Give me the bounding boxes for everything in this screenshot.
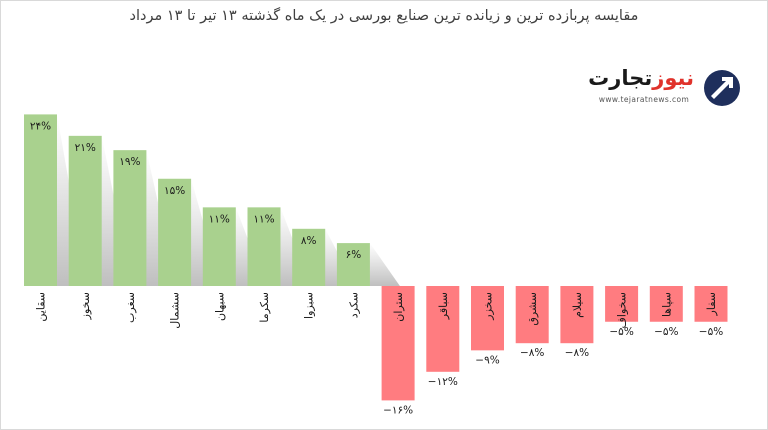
bar-negative bbox=[605, 286, 639, 322]
bar-value-label: −۵% bbox=[654, 326, 678, 338]
bar-positive bbox=[24, 114, 57, 287]
bar-value-label: ۱۹% bbox=[119, 156, 140, 168]
logo-word-part2: نیوز bbox=[652, 66, 694, 90]
bar-value-label: −۸% bbox=[565, 347, 589, 359]
category-label: سخزر bbox=[482, 292, 495, 321]
tejaratnews-logo: نیوزتجارت www.tejaratnews.com bbox=[588, 66, 748, 112]
bar-negative bbox=[694, 286, 728, 322]
bar-positive bbox=[336, 243, 370, 286]
chart-title: مقایسه پربازده ترین و زیانده ترین صنایع … bbox=[129, 8, 639, 24]
bar-value-label: ۲۴% bbox=[30, 120, 51, 132]
bar-value-label: −۸% bbox=[520, 347, 544, 359]
bar-negative bbox=[381, 286, 415, 401]
logo-word-part1: تجارت bbox=[588, 66, 653, 90]
category-label: سفار bbox=[705, 292, 718, 316]
category-label: سخوز bbox=[79, 292, 92, 320]
category-label: سیلام bbox=[571, 292, 584, 318]
bar-value-label: −۱۲% bbox=[428, 376, 458, 388]
bar-value-label: ۸% bbox=[301, 235, 317, 247]
bar-positive bbox=[68, 135, 102, 286]
bar-negative bbox=[649, 286, 683, 322]
category-label: سپاها bbox=[660, 292, 673, 317]
category-label: سکرما bbox=[258, 292, 271, 323]
logo-wordmark: نیوزتجارت bbox=[588, 66, 694, 90]
category-label: سباقر bbox=[437, 292, 450, 320]
bar-positive bbox=[202, 207, 236, 286]
bar-negative bbox=[471, 286, 504, 351]
bar-value-label: −۵% bbox=[699, 326, 723, 338]
bar-negative bbox=[426, 286, 460, 372]
category-label: سشمال bbox=[169, 292, 182, 329]
category-label: سقاین bbox=[35, 292, 48, 322]
bar-positive bbox=[113, 150, 147, 286]
category-label: سبهان bbox=[213, 292, 226, 321]
category-label: سکرد bbox=[347, 292, 360, 318]
category-label: ستران bbox=[392, 292, 405, 322]
category-label: سبزوا bbox=[303, 292, 316, 319]
bar-value-label: ۱۱% bbox=[209, 213, 230, 225]
logo-url: www.tejaratnews.com bbox=[598, 95, 690, 104]
bar-value-label: −۹% bbox=[475, 354, 499, 366]
bar-positive bbox=[292, 228, 326, 286]
bar-value-label: ۲۱% bbox=[75, 142, 96, 154]
bar-negative bbox=[560, 286, 594, 344]
tejaratnews-arrow-icon bbox=[704, 70, 740, 106]
bar-value-label: ۱۵% bbox=[164, 185, 185, 197]
bar-positive bbox=[158, 178, 192, 286]
bar-value-label: −۵% bbox=[609, 326, 633, 338]
category-label: سخواف bbox=[616, 292, 629, 328]
bar-negative bbox=[515, 286, 549, 344]
bar-value-label: −۱۶% bbox=[383, 404, 413, 416]
category-label: سشرق bbox=[526, 292, 539, 326]
bar-positive bbox=[247, 207, 281, 286]
bar-value-label: ۱۱% bbox=[253, 213, 274, 225]
category-label: سغرب bbox=[124, 292, 137, 323]
bar-value-label: ۶% bbox=[346, 249, 362, 261]
